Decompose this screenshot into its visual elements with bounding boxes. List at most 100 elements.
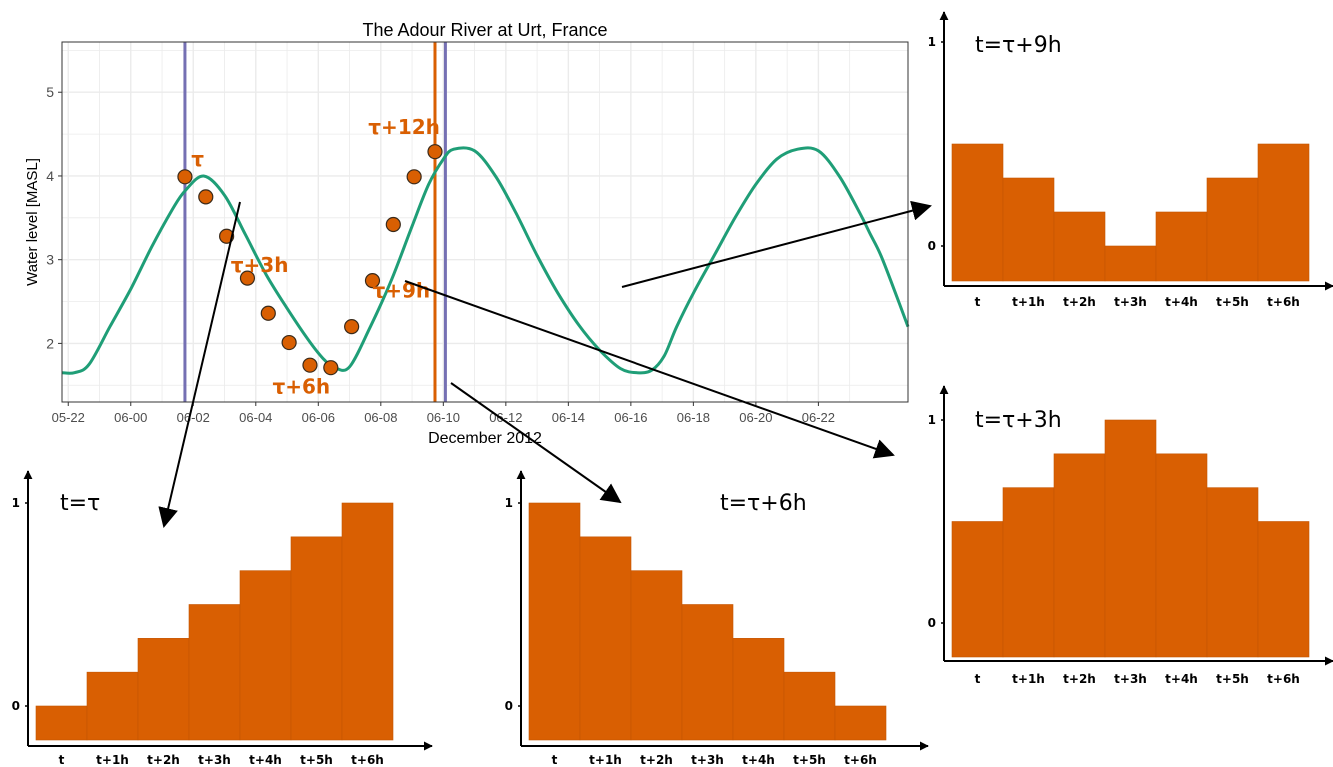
sample-point xyxy=(239,270,256,286)
x-axis-label: December 2012 xyxy=(428,430,542,447)
bar xyxy=(1002,487,1055,658)
bar xyxy=(951,143,1004,282)
bar-category-label: t+2h xyxy=(1063,295,1096,309)
bar xyxy=(86,671,139,741)
x-tick-label: 06-10 xyxy=(427,410,460,425)
bar xyxy=(1104,419,1157,658)
arrow-tau-3h xyxy=(404,280,895,459)
sample-point xyxy=(281,334,297,351)
bar-category-label: t xyxy=(59,753,65,767)
bar xyxy=(1053,211,1106,282)
x-tick-label: 06-08 xyxy=(364,410,397,425)
y-tick-label: 0 xyxy=(505,699,513,713)
bar-category-label: t+4h xyxy=(1165,672,1198,686)
y-tick-label: 3 xyxy=(46,252,54,268)
annotation-label: τ+6h xyxy=(272,375,330,399)
bar-category-label: t+3h xyxy=(1114,672,1147,686)
bar-category-label: t xyxy=(552,753,558,767)
bar-category-label: t+4h xyxy=(742,753,775,767)
sample-point xyxy=(385,216,401,233)
bar-category-label: t+2h xyxy=(1063,672,1096,686)
histogram-title: t=τ+9h xyxy=(975,33,1062,58)
sample-point xyxy=(344,319,360,335)
histogram-title: t=τ xyxy=(60,491,100,516)
tau-annotations: τ τ+3h τ+6h τ+9h τ+12h xyxy=(191,115,440,399)
bar xyxy=(1155,453,1208,658)
bar-category-label: t+3h xyxy=(198,753,231,767)
bar-category-label: t+2h xyxy=(640,753,673,767)
bar xyxy=(1155,211,1208,282)
bar xyxy=(783,671,836,741)
sample-point xyxy=(260,305,276,321)
x-tick-label: 06-14 xyxy=(552,410,585,425)
bar-category-label: t+4h xyxy=(249,753,282,767)
bar xyxy=(1257,521,1310,658)
x-tick-label: 06-04 xyxy=(239,410,272,425)
bar xyxy=(1053,453,1106,658)
bar-category-label: t+3h xyxy=(691,753,724,767)
y-tick-label: 2 xyxy=(46,335,54,351)
x-tick-label: 06-06 xyxy=(302,410,335,425)
histogram-tau: t t+1h t+2h t+3h t+4h t+5h t+6h 0 1 t=τ xyxy=(12,470,433,767)
annotation-label: τ xyxy=(191,147,204,171)
y-axis-label: Water level [MASL] xyxy=(24,158,41,286)
y-tick-label: 1 xyxy=(928,35,936,49)
bar xyxy=(1206,487,1259,658)
plot-border xyxy=(61,41,909,403)
bar-category-label: t+4h xyxy=(1165,295,1198,309)
bar xyxy=(290,536,343,741)
bar-category-label: t+6h xyxy=(1267,295,1300,309)
bar xyxy=(630,570,683,741)
y-tick-label: 0 xyxy=(12,699,20,713)
bar xyxy=(834,705,887,741)
annotation-label: τ+9h xyxy=(372,278,430,302)
sample-point xyxy=(406,169,422,185)
bar-category-label: t+6h xyxy=(1267,672,1300,686)
water-level-line xyxy=(61,146,910,375)
sample-point xyxy=(427,144,443,160)
bar xyxy=(528,502,581,741)
bar-category-label: t+5h xyxy=(1216,672,1249,686)
sample-point xyxy=(364,273,381,289)
plot-background xyxy=(62,42,908,402)
bar-category-label: t+1h xyxy=(96,753,129,767)
bar xyxy=(137,638,190,741)
bar-category-label: t xyxy=(975,672,981,686)
annotation-label: τ+12h xyxy=(368,115,440,139)
histogram-tau-6h: t t+1h t+2h t+3h t+4h t+5h t+6h 0 1 t=τ+6h xyxy=(505,470,929,767)
bar-category-label: t xyxy=(975,295,981,309)
arrow-tau-9h xyxy=(621,200,932,288)
arrow-tau-6h xyxy=(450,382,622,504)
bar xyxy=(239,570,292,741)
y-tick-label: 1 xyxy=(12,496,20,510)
histogram-title: t=τ+3h xyxy=(975,408,1062,433)
sample-points xyxy=(177,144,443,376)
bar xyxy=(681,604,734,741)
y-tick-label: 5 xyxy=(46,84,54,100)
bar-category-label: t+1h xyxy=(1012,295,1045,309)
reference-lines xyxy=(183,42,447,402)
y-tick-label: 4 xyxy=(46,168,54,184)
y-axis-ticks: 2 3 4 5 xyxy=(46,84,62,351)
x-axis-ticks: 05-22 06-00 06-02 06-04 06-06 06-08 06-10 06-12… xyxy=(52,402,835,425)
sample-point xyxy=(302,357,318,373)
bar-category-label: t+1h xyxy=(1012,672,1045,686)
line-chart-title: The Adour River at Urt, France xyxy=(362,20,607,40)
bar xyxy=(35,705,88,741)
bar-category-label: t+5h xyxy=(300,753,333,767)
x-tick-label: 06-18 xyxy=(677,410,710,425)
y-tick-label: 0 xyxy=(928,616,936,630)
bar xyxy=(1002,177,1055,282)
bar-category-label: t+3h xyxy=(1114,295,1147,309)
gridlines xyxy=(62,42,908,402)
x-tick-label: 06-00 xyxy=(114,410,147,425)
sample-point xyxy=(177,169,193,185)
y-tick-label: 1 xyxy=(505,496,513,510)
bar xyxy=(732,638,785,741)
bar-category-label: t+5h xyxy=(793,753,826,767)
bar xyxy=(341,502,394,741)
bar xyxy=(1257,143,1310,282)
x-tick-label: 06-12 xyxy=(489,410,522,425)
histogram-title: t=τ+6h xyxy=(720,491,807,516)
